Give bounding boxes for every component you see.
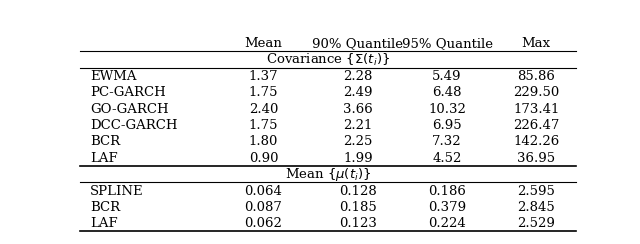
Text: 0.062: 0.062	[244, 217, 282, 230]
Text: 0.186: 0.186	[428, 184, 466, 197]
Text: EWMA: EWMA	[90, 70, 136, 83]
Text: Max: Max	[522, 37, 551, 51]
Text: SPLINE: SPLINE	[90, 184, 143, 197]
Text: 4.52: 4.52	[433, 152, 461, 165]
Text: GO-GARCH: GO-GARCH	[90, 103, 168, 116]
Text: 2.28: 2.28	[343, 70, 372, 83]
Text: 6.95: 6.95	[432, 119, 462, 132]
Text: 10.32: 10.32	[428, 103, 466, 116]
Text: 1.80: 1.80	[249, 135, 278, 149]
Text: 7.32: 7.32	[432, 135, 462, 149]
Text: 1.75: 1.75	[249, 119, 278, 132]
Text: 5.49: 5.49	[432, 70, 462, 83]
Text: BCR: BCR	[90, 135, 120, 149]
Text: 0.379: 0.379	[428, 201, 466, 214]
Text: 0.90: 0.90	[249, 152, 278, 165]
Text: 90% Quantile: 90% Quantile	[312, 37, 403, 51]
Text: 36.95: 36.95	[517, 152, 556, 165]
Text: 2.49: 2.49	[343, 86, 372, 100]
Text: LAF: LAF	[90, 217, 118, 230]
Text: 85.86: 85.86	[517, 70, 556, 83]
Text: 2.25: 2.25	[343, 135, 372, 149]
Text: 2.529: 2.529	[517, 217, 556, 230]
Text: 226.47: 226.47	[513, 119, 559, 132]
Text: 1.99: 1.99	[343, 152, 372, 165]
Text: 95% Quantile: 95% Quantile	[401, 37, 493, 51]
Text: 0.087: 0.087	[244, 201, 282, 214]
Text: LAF: LAF	[90, 152, 118, 165]
Text: BCR: BCR	[90, 201, 120, 214]
Text: 1.37: 1.37	[249, 70, 278, 83]
Text: 6.48: 6.48	[432, 86, 462, 100]
Text: Mean: Mean	[244, 37, 282, 51]
Text: 2.595: 2.595	[517, 184, 556, 197]
Text: 229.50: 229.50	[513, 86, 559, 100]
Text: 0.123: 0.123	[339, 217, 377, 230]
Text: 3.66: 3.66	[343, 103, 372, 116]
Text: Covariance $\{\Sigma(t_i)\}$: Covariance $\{\Sigma(t_i)\}$	[266, 52, 390, 68]
Text: 142.26: 142.26	[513, 135, 559, 149]
Text: 0.064: 0.064	[244, 184, 282, 197]
Text: 2.845: 2.845	[518, 201, 555, 214]
Text: PC-GARCH: PC-GARCH	[90, 86, 166, 100]
Text: Mean $\{\mu(t_i)\}$: Mean $\{\mu(t_i)\}$	[285, 166, 371, 183]
Text: 2.21: 2.21	[343, 119, 372, 132]
Text: 2.40: 2.40	[249, 103, 278, 116]
Text: 0.224: 0.224	[428, 217, 466, 230]
Text: DCC-GARCH: DCC-GARCH	[90, 119, 177, 132]
Text: 173.41: 173.41	[513, 103, 559, 116]
Text: 0.128: 0.128	[339, 184, 376, 197]
Text: 1.75: 1.75	[249, 86, 278, 100]
Text: 0.185: 0.185	[339, 201, 376, 214]
